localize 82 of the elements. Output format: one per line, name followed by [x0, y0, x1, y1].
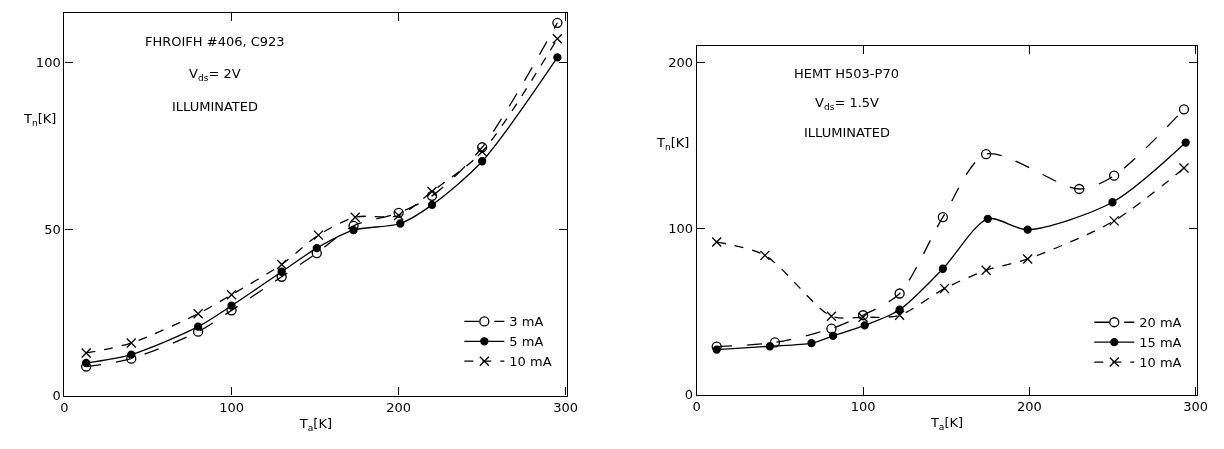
- point: [1108, 215, 1120, 226]
- point: [711, 341, 722, 352]
- legend-label: 10 mA: [1139, 355, 1182, 371]
- point: [127, 350, 136, 359]
- point: [396, 219, 405, 228]
- point: [477, 142, 488, 153]
- point: [860, 321, 869, 330]
- point: [82, 358, 91, 368]
- point: [426, 186, 438, 197]
- x-tick-label: 100: [850, 399, 876, 415]
- point: [227, 301, 236, 310]
- y-tick-label: 100: [35, 55, 61, 71]
- point: [427, 200, 437, 209]
- annotation: V$_{ds}$= 2V: [189, 66, 241, 83]
- y-tick-label: 100: [668, 221, 694, 237]
- y-tick-label: 0: [52, 388, 61, 404]
- point: [226, 289, 237, 300]
- legend-label: 5 mA: [509, 334, 544, 350]
- point: [828, 331, 838, 340]
- point: [1023, 225, 1032, 234]
- point: [348, 220, 359, 231]
- point: [552, 17, 563, 28]
- legend-label: 15 mA: [1139, 335, 1182, 351]
- point: [350, 212, 361, 223]
- x-tick-label: 300: [553, 400, 579, 416]
- point: [826, 311, 837, 322]
- legend-label: 3 mA: [509, 314, 544, 330]
- point: [980, 148, 992, 160]
- point: [894, 288, 905, 299]
- point: [349, 226, 358, 235]
- point: [1108, 198, 1117, 207]
- point: [711, 236, 722, 248]
- point: [769, 337, 781, 348]
- point: [426, 190, 438, 201]
- y-axis-title: T$_{n}$[K]: [23, 111, 57, 128]
- point: [765, 342, 775, 351]
- x-axis-title: T$_{a}$[K]: [929, 415, 964, 432]
- annotation: HEMT H503-P70: [794, 66, 899, 81]
- point: [1022, 253, 1033, 265]
- point: [126, 337, 137, 349]
- point: [312, 243, 321, 253]
- point: [937, 212, 949, 223]
- annotation: ILLUMINATED: [804, 125, 891, 140]
- annotation: ILLUMINATED: [172, 99, 259, 114]
- point: [277, 267, 286, 276]
- x-tick-label: 200: [386, 400, 412, 416]
- point: [192, 308, 204, 319]
- x-axis-title: T$_{a}$[K]: [298, 415, 333, 433]
- point: [1178, 104, 1190, 115]
- x-tick-label: 200: [1016, 399, 1042, 415]
- point: [313, 229, 324, 241]
- y-tick-label: 200: [668, 55, 694, 71]
- point: [712, 345, 721, 354]
- point: [938, 264, 948, 273]
- point: [1181, 138, 1190, 147]
- y-tick-label: 50: [44, 221, 61, 237]
- point: [983, 214, 992, 223]
- point: [759, 250, 771, 261]
- point: [553, 53, 562, 62]
- point: [1108, 170, 1120, 181]
- point: [552, 33, 563, 44]
- annotation: FHROIFH #406, C923: [145, 34, 285, 49]
- y-tick-label: 0: [684, 387, 694, 403]
- point: [193, 322, 203, 331]
- x-tick-label: 100: [219, 400, 244, 416]
- point: [807, 338, 816, 348]
- point: [226, 305, 237, 316]
- y-axis-title: T$_{n}$[K]: [656, 135, 690, 152]
- point: [1074, 183, 1085, 195]
- point: [477, 146, 488, 157]
- point: [276, 259, 287, 270]
- point: [81, 347, 92, 359]
- annotation: V$_{ds}$= 1.5V: [815, 95, 880, 112]
- point: [478, 157, 487, 166]
- legend-label: 10 mA: [509, 354, 552, 370]
- point: [826, 323, 837, 334]
- legend-label: 20 mA: [1139, 315, 1182, 331]
- point: [980, 265, 992, 276]
- x-tick-label: 300: [1183, 399, 1209, 415]
- point: [939, 283, 950, 294]
- point: [894, 310, 905, 321]
- point: [1178, 162, 1190, 174]
